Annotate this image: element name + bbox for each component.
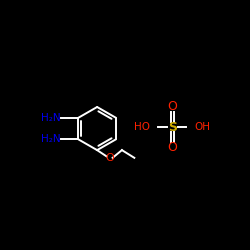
Text: HO: HO [134, 122, 150, 132]
Text: H₂N: H₂N [41, 134, 60, 144]
Text: OH: OH [195, 122, 211, 132]
Text: O: O [167, 100, 177, 113]
Text: S: S [168, 120, 177, 134]
Text: O: O [105, 153, 114, 163]
Text: O: O [167, 141, 177, 154]
Text: H₂N: H₂N [41, 113, 60, 123]
